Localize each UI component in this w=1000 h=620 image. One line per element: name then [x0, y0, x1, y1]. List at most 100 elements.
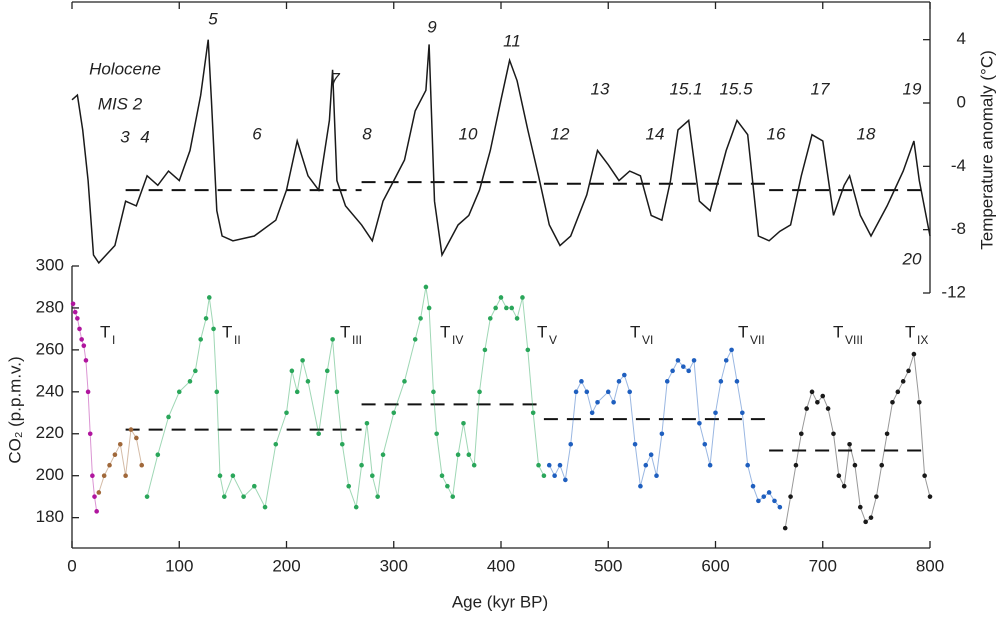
termination-prefix: T [905, 322, 915, 341]
data-point [334, 389, 340, 395]
data-point [718, 379, 724, 384]
y-tick-label: -4 [951, 156, 966, 175]
x-tick-label: 300 [380, 556, 408, 575]
termination-prefix: T [100, 322, 110, 341]
stage-label: 11 [503, 31, 521, 50]
data-point [895, 389, 901, 395]
x-tick-label: 600 [701, 556, 729, 575]
data-point [863, 519, 868, 525]
data-point [911, 351, 917, 357]
termination-prefix: T [222, 322, 232, 341]
data-point [123, 473, 128, 479]
x-tick-label: 700 [809, 556, 837, 575]
termination-label: VI [642, 333, 653, 347]
data-point [809, 389, 815, 395]
data-point [723, 358, 729, 363]
data-point [514, 316, 520, 321]
stage-label: 10 [459, 124, 478, 143]
termination-label: IV [452, 333, 463, 347]
data-point [740, 410, 745, 416]
data-point [686, 368, 691, 374]
data-point [364, 420, 370, 426]
data-point [284, 410, 289, 416]
data-point [139, 462, 145, 468]
data-point [616, 379, 622, 384]
termination-label: V [549, 333, 557, 347]
data-point [675, 358, 681, 363]
data-point [380, 452, 386, 458]
data-point [868, 515, 874, 520]
data-point [546, 462, 552, 468]
data-point [92, 494, 97, 499]
stage-label: 8 [362, 124, 372, 143]
data-line [784, 353, 931, 529]
data-point [391, 410, 397, 416]
termination-prefix: T [833, 322, 843, 341]
stage-label: Holocene [89, 59, 161, 78]
data-point [81, 343, 87, 348]
data-point [300, 358, 305, 363]
stage-label: 16 [767, 124, 786, 143]
data-point [112, 452, 118, 458]
x-tick-label: 0 [67, 556, 76, 575]
data-line [71, 39, 931, 265]
termination-label: VII [750, 333, 765, 347]
data-point [85, 389, 91, 395]
data-point [426, 305, 432, 311]
data-point [87, 431, 93, 437]
data-point [498, 295, 504, 300]
data-point [79, 337, 84, 342]
data-point [75, 316, 80, 321]
data-point [431, 389, 436, 395]
y-tick-label: 240 [36, 381, 64, 400]
data-point [874, 494, 879, 499]
data-point [654, 473, 659, 479]
data-point [831, 431, 836, 437]
data-point [262, 504, 268, 510]
data-point [584, 389, 590, 395]
x-tick-label: 200 [272, 556, 300, 575]
data-point [756, 498, 761, 504]
data-point [375, 494, 380, 499]
stage-label: 19 [903, 79, 922, 98]
data-line [72, 303, 98, 512]
stage-label: 14 [646, 124, 665, 143]
data-point [852, 462, 858, 468]
data-point [605, 389, 611, 395]
stage-label: MIS 2 [98, 94, 143, 113]
data-point [573, 389, 579, 395]
data-point [221, 494, 227, 499]
data-point [815, 400, 820, 405]
data-point [206, 295, 212, 300]
stage-label: 20 [902, 249, 922, 268]
data-point [155, 452, 161, 458]
data-point [525, 347, 531, 353]
data-point [579, 379, 584, 384]
data-point [557, 462, 563, 468]
data-point [670, 368, 675, 374]
data-point [252, 483, 257, 489]
data-point [927, 494, 933, 499]
data-point [70, 301, 76, 307]
x-tick-label: 100 [165, 556, 193, 575]
data-point [857, 504, 863, 510]
y-tick-label: 260 [36, 339, 64, 358]
termination-label: IX [917, 333, 928, 347]
y-tick-label: 0 [957, 92, 966, 111]
data-point [273, 441, 279, 447]
data-point [193, 368, 198, 374]
x-tick-label: 400 [487, 556, 515, 575]
x-tick-label: 800 [916, 556, 944, 575]
data-point [734, 379, 740, 384]
data-point [418, 316, 423, 321]
data-point [890, 400, 895, 405]
data-point [217, 473, 223, 479]
y-tick-label: 280 [36, 297, 64, 316]
data-point [90, 473, 95, 479]
stage-label: 9 [427, 17, 437, 36]
data-point [83, 358, 89, 363]
data-point [203, 316, 209, 321]
data-point [788, 494, 793, 499]
data-point [96, 490, 102, 495]
termination-prefix: T [630, 322, 640, 341]
